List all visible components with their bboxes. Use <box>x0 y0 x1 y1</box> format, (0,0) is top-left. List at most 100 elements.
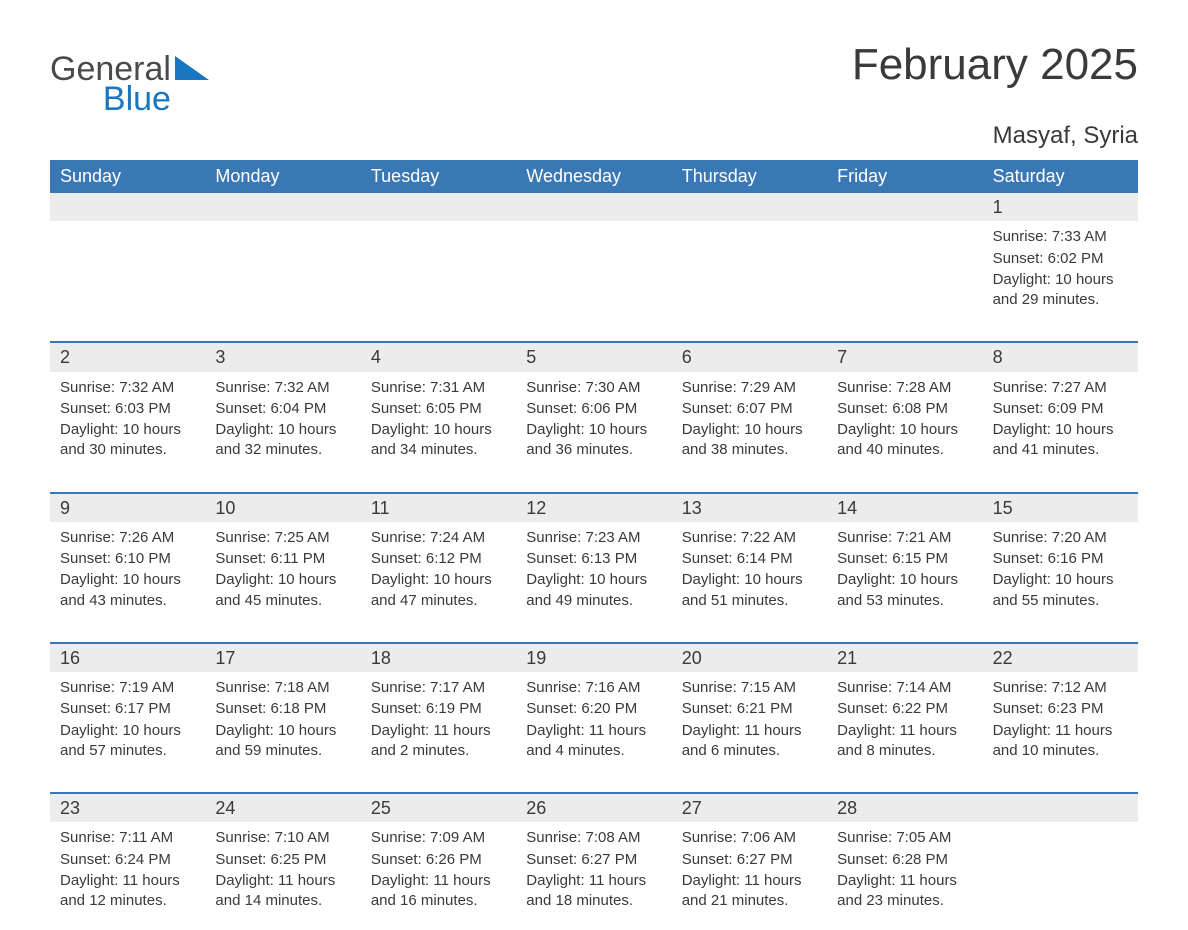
day-number <box>672 193 827 221</box>
sunrise-label: Sunrise: <box>371 529 426 546</box>
sunset-value: 6:07 PM <box>737 400 793 417</box>
sunrise-label: Sunrise: <box>682 679 737 696</box>
day-number: 27 <box>672 794 827 822</box>
day-cell: 18Sunrise: 7:17 AMSunset: 6:19 PMDayligh… <box>361 644 516 780</box>
sunrise-line: Sunrise: 7:28 AM <box>837 378 972 398</box>
sunset-label: Sunset: <box>60 851 111 868</box>
sunset-value: 6:12 PM <box>426 550 482 567</box>
week-header: SundayMondayTuesdayWednesdayThursdayFrid… <box>50 160 1138 193</box>
sunrise-line: Sunrise: 7:17 AM <box>371 678 506 698</box>
sunset-line: Sunset: 6:09 PM <box>993 399 1128 419</box>
day-header: Wednesday <box>516 160 671 193</box>
day-number: 1 <box>983 193 1138 221</box>
day-cell: 21Sunrise: 7:14 AMSunset: 6:22 PMDayligh… <box>827 644 982 780</box>
sunrise-value: 7:28 AM <box>896 379 951 396</box>
sunset-label: Sunset: <box>837 700 888 717</box>
sunset-value: 6:02 PM <box>1048 250 1104 267</box>
daylight-line: Daylight: 11 hours and 10 minutes. <box>993 721 1128 762</box>
day-cell: 24Sunrise: 7:10 AMSunset: 6:25 PMDayligh… <box>205 794 360 930</box>
sunset-value: 6:15 PM <box>892 550 948 567</box>
sunrise-line: Sunrise: 7:08 AM <box>526 828 661 848</box>
sunrise-label: Sunrise: <box>993 228 1048 245</box>
daylight-label: Daylight: <box>526 722 584 739</box>
sunset-line: Sunset: 6:27 PM <box>526 850 661 870</box>
daylight-line: Daylight: 10 hours and 49 minutes. <box>526 570 661 611</box>
daylight-line: Daylight: 10 hours and 57 minutes. <box>60 721 195 762</box>
sunrise-line: Sunrise: 7:16 AM <box>526 678 661 698</box>
sunrise-label: Sunrise: <box>215 679 270 696</box>
day-info: Sunrise: 7:08 AMSunset: 6:27 PM Daylight:… <box>526 828 661 911</box>
sunrise-value: 7:20 AM <box>1052 529 1107 546</box>
day-number: 21 <box>827 644 982 672</box>
sunset-line: Sunset: 6:28 PM <box>837 850 972 870</box>
sunset-label: Sunset: <box>682 700 733 717</box>
day-number: 23 <box>50 794 205 822</box>
day-cell <box>827 193 982 329</box>
daylight-line: Daylight: 11 hours and 23 minutes. <box>837 871 972 912</box>
sunrise-line: Sunrise: 7:26 AM <box>60 528 195 548</box>
day-number: 6 <box>672 343 827 371</box>
sunrise-label: Sunrise: <box>682 529 737 546</box>
day-cell: 1Sunrise: 7:33 AMSunset: 6:02 PMDaylight… <box>983 193 1138 329</box>
day-info: Sunrise: 7:32 AMSunset: 6:04 PMDaylight:… <box>215 378 350 461</box>
daylight-line: Daylight: 10 hours and 53 minutes. <box>837 570 972 611</box>
sunrise-line: Sunrise: 7:29 AM <box>682 378 817 398</box>
sunrise-label: Sunrise: <box>682 829 737 846</box>
day-cell <box>983 794 1138 930</box>
day-header: Thursday <box>672 160 827 193</box>
sunset-value: 6:24 PM <box>115 851 171 868</box>
sunset-value: 6:04 PM <box>270 400 326 417</box>
sunrise-label: Sunrise: <box>993 379 1048 396</box>
daylight-label: Daylight: <box>837 722 895 739</box>
sunrise-value: 7:17 AM <box>430 679 485 696</box>
sunrise-value: 7:25 AM <box>275 529 330 546</box>
sunset-label: Sunset: <box>526 550 577 567</box>
sunset-label: Sunset: <box>993 250 1044 267</box>
sunset-value: 6:06 PM <box>581 400 637 417</box>
day-cell: 27Sunrise: 7:06 AMSunset: 6:27 PMDayligh… <box>672 794 827 930</box>
sunrise-value: 7:14 AM <box>896 679 951 696</box>
sunrise-value: 7:26 AM <box>119 529 174 546</box>
sunset-label: Sunset: <box>60 700 111 717</box>
sunset-label: Sunset: <box>682 550 733 567</box>
sunrise-label: Sunrise: <box>371 679 426 696</box>
day-number: 16 <box>50 644 205 672</box>
sunset-label: Sunset: <box>993 550 1044 567</box>
sunrise-label: Sunrise: <box>526 679 581 696</box>
day-number <box>205 193 360 221</box>
day-number: 10 <box>205 494 360 522</box>
sunset-value: 6:27 PM <box>737 851 793 868</box>
day-cell: 11Sunrise: 7:24 AMSunset: 6:12 PMDayligh… <box>361 494 516 630</box>
sunrise-line: Sunrise: 7:10 AM <box>215 828 350 848</box>
sunset-line: Sunset: 6:02 PM <box>993 249 1128 269</box>
day-cell: 26 Sunrise: 7:08 AMSunset: 6:27 PM Dayligh… <box>516 794 671 930</box>
sunrise-line: Sunrise: 7:33 AM <box>993 227 1128 247</box>
daylight-line: Daylight: 10 hours and 32 minutes. <box>215 420 350 461</box>
header-row: General Blue February 2025 <box>50 40 1138 116</box>
day-cell: 23Sunrise: 7:11 AMSunset: 6:24 PMDayligh… <box>50 794 205 930</box>
sunset-line: Sunset: 6:16 PM <box>993 549 1128 569</box>
daylight-line: Daylight: 11 hours and 21 minutes. <box>682 871 817 912</box>
sunset-value: 6:13 PM <box>581 550 637 567</box>
sunrise-label: Sunrise: <box>837 379 892 396</box>
day-info: Sunrise: 7:20 AMSunset: 6:16 PMDaylight:… <box>993 528 1128 611</box>
day-header: Tuesday <box>361 160 516 193</box>
sunrise-value: 7:30 AM <box>585 379 640 396</box>
sunrise-line: Sunrise: 7:25 AM <box>215 528 350 548</box>
sunset-label: Sunset: <box>682 851 733 868</box>
daylight-label: Daylight: <box>371 571 429 588</box>
week-row: 2Sunrise: 7:32 AMSunset: 6:03 PMDaylight… <box>50 341 1138 479</box>
daylight-label: Daylight: <box>526 872 584 889</box>
sunset-line: Sunset: 6:11 PM <box>215 549 350 569</box>
daylight-line: Daylight: 10 hours and 59 minutes. <box>215 721 350 762</box>
day-header: Monday <box>205 160 360 193</box>
day-header: Friday <box>827 160 982 193</box>
day-cell: 15Sunrise: 7:20 AMSunset: 6:16 PMDayligh… <box>983 494 1138 630</box>
sunset-label: Sunset: <box>215 550 266 567</box>
sunset-label: Sunset: <box>60 400 111 417</box>
sunset-line: Sunset: 6:20 PM <box>526 699 661 719</box>
day-info: Sunrise: 7:12 AMSunset: 6:23 PMDaylight:… <box>993 678 1128 761</box>
day-number <box>516 193 671 221</box>
day-number: 26 <box>516 794 671 822</box>
day-cell: 16Sunrise: 7:19 AMSunset: 6:17 PMDayligh… <box>50 644 205 780</box>
